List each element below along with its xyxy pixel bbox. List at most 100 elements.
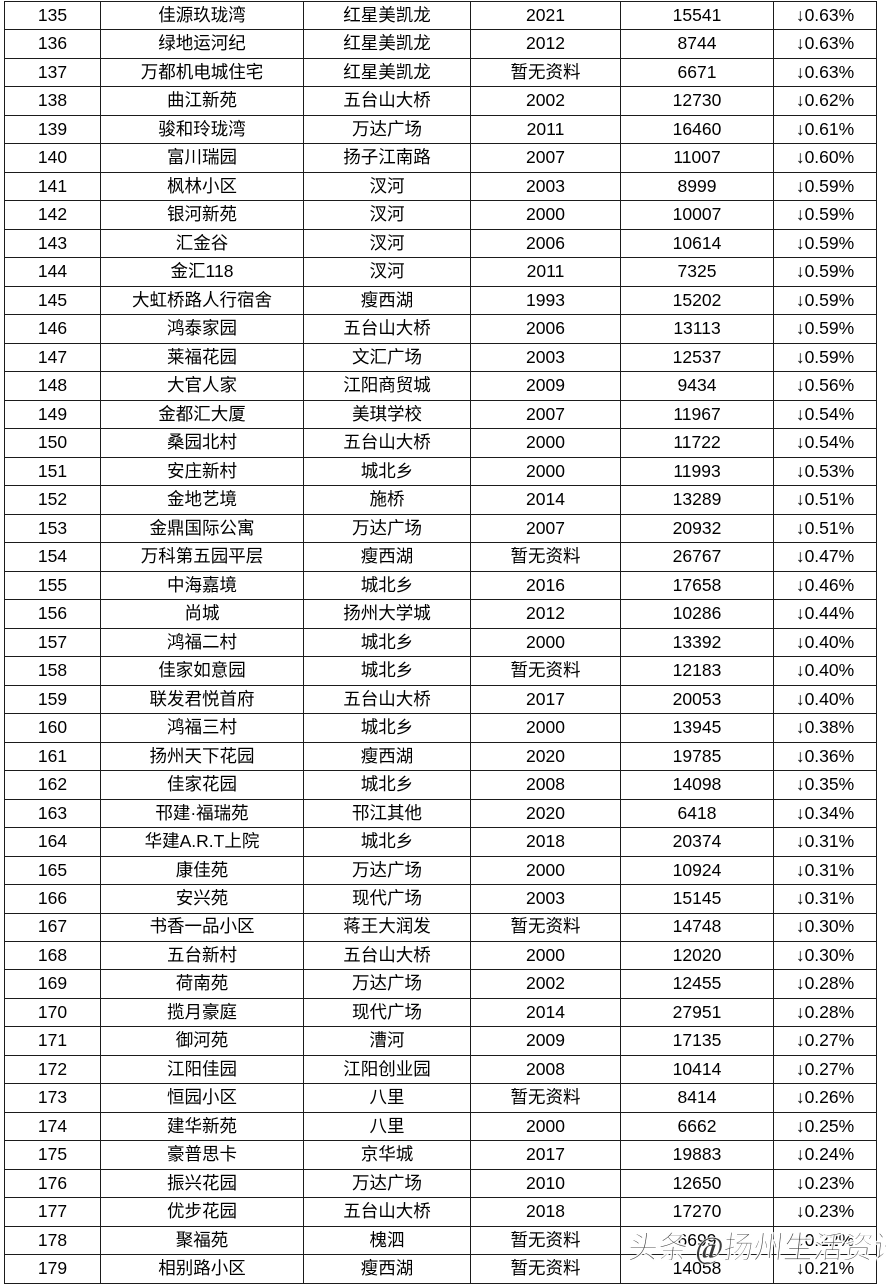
table-cell-year: 2011 xyxy=(470,114,621,145)
table-row: 163 邗建·福瑞苑 邗江其他 2020 6418 ↓0.34% xyxy=(4,798,877,829)
table-cell-rank: 158 xyxy=(4,656,101,686)
table-row: 153 金鼎国际公寓 万达广场 2007 20932 ↓0.51% xyxy=(4,513,877,544)
table-row: 170 揽月豪庭 现代广场 2014 27951 ↓0.28% xyxy=(4,997,877,1028)
table-cell-change: ↓0.59% xyxy=(773,171,877,202)
table-cell-rank: 145 xyxy=(4,285,101,316)
table-cell-area: 万达广场 xyxy=(303,1168,471,1199)
table-cell-area: 万达广场 xyxy=(303,513,471,544)
table-cell-price: 26767 xyxy=(620,542,774,572)
table-cell-price: 17135 xyxy=(620,1026,774,1056)
table-cell-year: 2000 xyxy=(470,940,621,971)
table-cell-price: 20053 xyxy=(620,684,774,715)
table-cell-change: ↓0.35% xyxy=(773,770,877,800)
table-cell-name: 万都机电城住宅 xyxy=(100,57,304,88)
table-cell-change: ↓0.40% xyxy=(773,684,877,715)
table-cell-name: 康佳苑 xyxy=(100,855,304,886)
table-cell-name: 鸿泰家园 xyxy=(100,314,304,344)
table-cell-price: 15541 xyxy=(620,0,774,31)
table-cell-change: ↓0.23% xyxy=(773,1197,877,1227)
table-cell-price: 15202 xyxy=(620,285,774,316)
table-cell-rank: 148 xyxy=(4,371,101,401)
table-cell-rank: 176 xyxy=(4,1168,101,1199)
table-cell-area: 八里 xyxy=(303,1083,471,1113)
table-row: 144 金汇118 汊河 2011 7325 ↓0.59% xyxy=(4,257,877,287)
table-cell-name: 荷南苑 xyxy=(100,969,304,999)
table-cell-price: 20932 xyxy=(620,513,774,544)
table-cell-name: 汇金谷 xyxy=(100,228,304,259)
table-cell-year: 2012 xyxy=(470,29,621,59)
table-cell-name: 江阳佳园 xyxy=(100,1054,304,1085)
table-cell-year: 2021 xyxy=(470,0,621,31)
table-cell-area: 汊河 xyxy=(303,228,471,259)
table-cell-area: 红星美凯龙 xyxy=(303,0,471,31)
table-row: 148 大官人家 江阳商贸城 2009 9434 ↓0.56% xyxy=(4,371,877,401)
table-row: 171 御河苑 漕河 2009 17135 ↓0.27% xyxy=(4,1026,877,1056)
table-cell-price: 11722 xyxy=(620,428,774,458)
table-row: 135 佳源玖珑湾 红星美凯龙 2021 15541 ↓0.63% xyxy=(4,0,877,31)
table-cell-price: 6699 xyxy=(620,1225,774,1256)
table-cell-rank: 172 xyxy=(4,1054,101,1085)
table-cell-name: 尚城 xyxy=(100,599,304,629)
table-cell-rank: 159 xyxy=(4,684,101,715)
table-cell-year: 暂无资料 xyxy=(470,912,621,942)
table-cell-area: 红星美凯龙 xyxy=(303,29,471,59)
table-cell-year: 2002 xyxy=(470,969,621,999)
table-cell-change: ↓0.23% xyxy=(773,1168,877,1199)
table-cell-rank: 156 xyxy=(4,599,101,629)
table-cell-rank: 177 xyxy=(4,1197,101,1227)
table-cell-name: 中海嘉境 xyxy=(100,570,304,601)
table-cell-name: 联发君悦首府 xyxy=(100,684,304,715)
table-cell-name: 骏和玲珑湾 xyxy=(100,114,304,145)
table-cell-year: 2020 xyxy=(470,741,621,772)
table-cell-year: 暂无资料 xyxy=(470,57,621,88)
table-row: 136 绿地运河纪 红星美凯龙 2012 8744 ↓0.63% xyxy=(4,29,877,59)
table-cell-change: ↓0.59% xyxy=(773,200,877,230)
table-cell-area: 瘦西湖 xyxy=(303,285,471,316)
table-cell-area: 京华城 xyxy=(303,1140,471,1170)
table-cell-area: 汊河 xyxy=(303,171,471,202)
table-cell-year: 1993 xyxy=(470,285,621,316)
table-cell-area: 万达广场 xyxy=(303,969,471,999)
table-cell-rank: 138 xyxy=(4,86,101,116)
table-cell-rank: 162 xyxy=(4,770,101,800)
table-row: 177 优步花园 五台山大桥 2018 17270 ↓0.23% xyxy=(4,1197,877,1227)
table-cell-year: 2020 xyxy=(470,798,621,829)
table-cell-name: 枫林小区 xyxy=(100,171,304,202)
table-cell-rank: 142 xyxy=(4,200,101,230)
table-cell-change: ↓0.44% xyxy=(773,599,877,629)
table-cell-area: 邗江其他 xyxy=(303,798,471,829)
table-cell-change: ↓0.31% xyxy=(773,884,877,914)
table-cell-price: 6662 xyxy=(620,1111,774,1142)
table-cell-change: ↓0.51% xyxy=(773,485,877,515)
table-row: 142 银河新苑 汊河 2000 10007 ↓0.59% xyxy=(4,200,877,230)
table-cell-rank: 147 xyxy=(4,342,101,373)
table-row: 145 大虹桥路人行宿舍 瘦西湖 1993 15202 ↓0.59% xyxy=(4,285,877,316)
table-cell-area: 蒋王大润发 xyxy=(303,912,471,942)
table-cell-change: ↓0.54% xyxy=(773,399,877,430)
table-row: 166 安兴苑 现代广场 2003 15145 ↓0.31% xyxy=(4,884,877,914)
table-cell-year: 2007 xyxy=(470,513,621,544)
table-cell-name: 佳源玖珑湾 xyxy=(100,0,304,31)
table-cell-year: 2000 xyxy=(470,428,621,458)
table-cell-rank: 144 xyxy=(4,257,101,287)
table-row: 179 相别路小区 瘦西湖 暂无资料 14058 ↓0.21% xyxy=(4,1254,877,1284)
table-cell-change: ↓0.51% xyxy=(773,513,877,544)
table-cell-rank: 175 xyxy=(4,1140,101,1170)
table-cell-price: 10924 xyxy=(620,855,774,886)
table-cell-change: ↓0.34% xyxy=(773,798,877,829)
table-cell-rank: 149 xyxy=(4,399,101,430)
table-cell-change: ↓0.21% xyxy=(773,1254,877,1284)
table-cell-name: 桑园北村 xyxy=(100,428,304,458)
table-cell-year: 2018 xyxy=(470,1197,621,1227)
table-cell-name: 曲江新苑 xyxy=(100,86,304,116)
table-cell-rank: 141 xyxy=(4,171,101,202)
table-cell-price: 15145 xyxy=(620,884,774,914)
table-cell-change: ↓0.31% xyxy=(773,855,877,886)
table-cell-area: 漕河 xyxy=(303,1026,471,1056)
table-row: 146 鸿泰家园 五台山大桥 2006 13113 ↓0.59% xyxy=(4,314,877,344)
table-cell-area: 五台山大桥 xyxy=(303,428,471,458)
table-row: 164 华建A.R.T上院 城北乡 2018 20374 ↓0.31% xyxy=(4,827,877,857)
table-row: 157 鸿福二村 城北乡 2000 13392 ↓0.40% xyxy=(4,627,877,658)
table-cell-rank: 146 xyxy=(4,314,101,344)
table-cell-price: 19883 xyxy=(620,1140,774,1170)
